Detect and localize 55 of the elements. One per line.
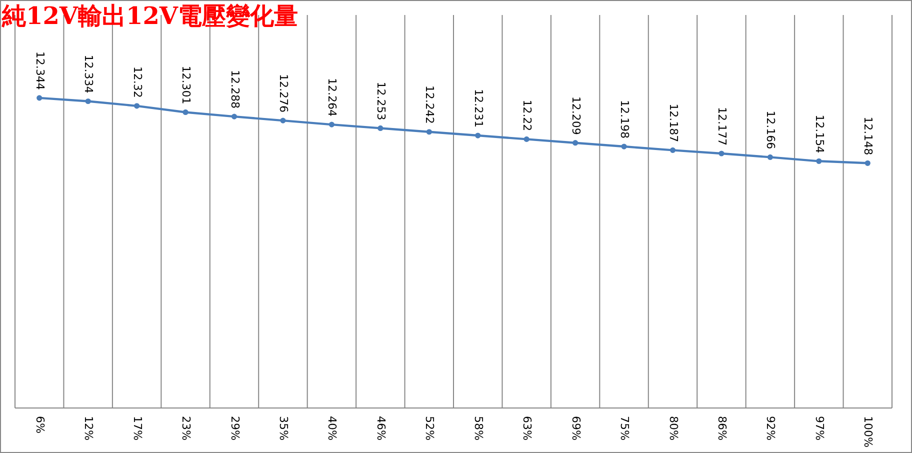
x-tick-label: 92% [764, 416, 778, 440]
point [475, 132, 481, 138]
data-label: 12.253 [374, 82, 388, 120]
x-tick-label: 75% [618, 416, 632, 440]
x-tick-label: 63% [520, 416, 534, 440]
point [426, 129, 432, 135]
point [718, 150, 724, 156]
x-tick-label: 35% [276, 416, 290, 440]
data-label: 12.177 [715, 107, 728, 146]
data-label: 12.288 [228, 70, 242, 109]
chart-title: 純12V輸出12V電壓變化量 [1, 1, 298, 30]
x-tick-label: 97% [812, 416, 826, 440]
point [378, 125, 384, 132]
x-tick-label: 86% [715, 416, 728, 440]
x-tick-label: 58% [472, 416, 485, 440]
point [524, 136, 530, 142]
data-label: 12.334 [82, 54, 96, 94]
data-label: 12.166 [764, 110, 778, 150]
x-tick-label: 100% [862, 416, 875, 448]
x-tick-label: 69% [569, 416, 582, 440]
point [280, 118, 286, 124]
point [767, 154, 773, 160]
x-tick-label: 40% [326, 416, 339, 440]
point [864, 160, 870, 166]
point [134, 103, 140, 109]
point [36, 95, 42, 101]
data-label: 12.344 [33, 51, 46, 90]
x-tick-label: 46% [374, 416, 388, 440]
x-tick-label: 52% [423, 416, 436, 440]
point [182, 109, 188, 116]
data-label: 12.242 [423, 85, 436, 124]
data-label: 12.209 [569, 96, 582, 135]
point [328, 122, 334, 128]
data-label: 12.32 [130, 66, 144, 98]
point [85, 98, 91, 104]
x-tick-label: 80% [666, 416, 680, 440]
x-tick-label: 29% [228, 416, 242, 440]
point [231, 114, 238, 120]
data-label: 12.301 [180, 66, 193, 104]
point [621, 144, 627, 150]
data-label: 12.187 [666, 104, 680, 142]
data-label: 12.264 [326, 78, 339, 117]
point [572, 140, 578, 146]
data-label: 12.231 [472, 89, 485, 128]
data-label: 12.148 [862, 116, 875, 156]
data-label: 12.154 [812, 114, 826, 154]
x-tick-label: 6% [33, 416, 46, 434]
x-tick-label: 12% [82, 416, 96, 440]
x-tick-label: 17% [130, 416, 144, 440]
x-tick-label: 23% [180, 416, 193, 440]
point [816, 158, 822, 164]
point [670, 147, 676, 153]
data-label: 12.22 [520, 100, 534, 132]
data-label: 12.276 [276, 74, 290, 113]
data-label: 12.198 [618, 100, 632, 139]
